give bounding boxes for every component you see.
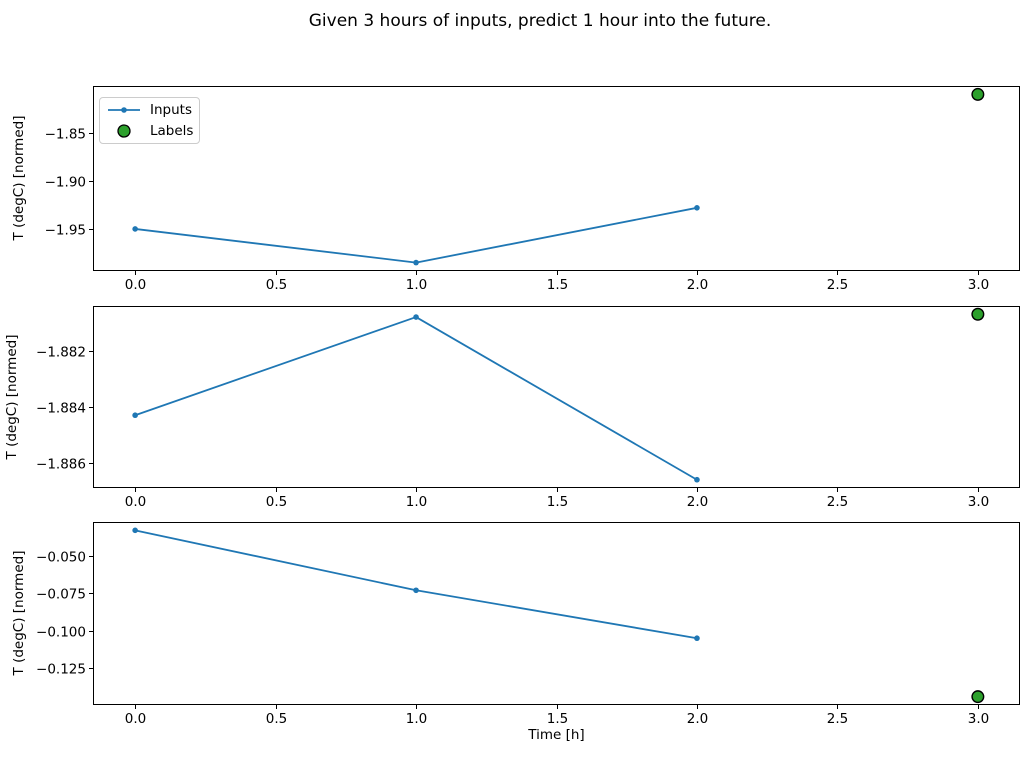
x-tick-label: 2.5 (827, 277, 848, 293)
inputs-line (134, 316, 698, 481)
y-tick-label: −0.075 (36, 587, 86, 603)
inputs-line-icon (106, 105, 142, 115)
x-tick-label: 0.5 (266, 494, 287, 510)
labels-circle-icon (106, 123, 142, 139)
input-point-marker (132, 412, 138, 419)
x-tick-label: 1.5 (547, 494, 568, 510)
x-tick-label: 2.0 (687, 711, 708, 727)
y-axis-label-subplot-3: T (degC) [normed] (11, 550, 27, 676)
label-point-marker (971, 87, 985, 101)
x-tick-label: 3.0 (968, 277, 989, 293)
input-point-marker (694, 476, 700, 483)
x-tick-label: 1.5 (547, 277, 568, 293)
inputs-line (135, 206, 698, 264)
subplot-3: 0.0 0.5 1.0 1.5 2.0 2.5 3.0 −0.050 −0.075 −0.100 −… (36, 522, 1020, 727)
axes-box (93, 522, 1020, 705)
axes-box (93, 306, 1020, 488)
x-tick-label: 1.5 (547, 711, 568, 727)
input-point-marker (413, 587, 419, 594)
inputs-line (134, 529, 698, 640)
x-tick-label: 3.0 (968, 711, 989, 727)
x-tick-label: 0.0 (125, 494, 146, 510)
legend-item-labels: Labels (106, 121, 194, 141)
axes-box (93, 86, 1020, 271)
y-tick-label: −1.85 (45, 127, 86, 143)
y-tick-label: −0.100 (36, 625, 86, 641)
legend-box: Inputs Labels (99, 97, 200, 144)
y-tick-label: −0.050 (36, 550, 86, 566)
x-tick-label: 0.5 (266, 277, 287, 293)
input-point-marker (413, 314, 419, 320)
x-tick-label: 0.5 (266, 711, 287, 727)
label-point-marker (971, 307, 985, 321)
subplot-1: 0.0 0.5 1.0 1.5 2.0 2.5 3.0 −1.85 −1.90 −1.95 (45, 86, 1020, 293)
x-tick-label: 2.0 (687, 277, 708, 293)
subplot-2: 0.0 0.5 1.0 1.5 2.0 2.5 3.0 −1.882 −1.884 −1.886 (36, 306, 1020, 510)
input-point-marker (132, 527, 138, 534)
legend-label-inputs: Inputs (150, 102, 192, 119)
x-tick-label: 1.0 (406, 494, 427, 510)
y-tick-label: −0.125 (36, 662, 86, 678)
legend-label-labels: Labels (150, 122, 194, 139)
x-tick-label: 2.0 (687, 494, 708, 510)
y-axis-label-subplot-1: T (degC) [normed] (11, 115, 27, 241)
y-axis-label-subplot-2: T (degC) [normed] (4, 334, 20, 460)
figure-title: Given 3 hours of inputs, predict 1 hour … (308, 11, 772, 31)
x-tick-label: 1.0 (406, 277, 427, 293)
x-tick-label: 1.0 (406, 711, 427, 727)
y-tick-label: −1.886 (36, 457, 86, 473)
input-point-marker (694, 205, 700, 211)
y-tick-label: −1.90 (45, 175, 86, 191)
x-tick-label: 2.5 (827, 711, 848, 727)
y-tick-label: −1.95 (45, 223, 86, 239)
input-point-marker (132, 226, 138, 232)
input-point-marker (413, 259, 419, 266)
y-tick-label: −1.884 (36, 401, 86, 417)
y-tick-label: −1.882 (36, 345, 86, 361)
label-point-marker (971, 690, 985, 704)
x-tick-label: 0.0 (125, 277, 146, 293)
x-tick-label: 0.0 (125, 711, 146, 727)
input-point-marker (694, 635, 700, 642)
x-tick-label: 3.0 (968, 494, 989, 510)
x-tick-label: 2.5 (827, 494, 848, 510)
legend-item-inputs: Inputs (106, 100, 192, 120)
x-axis-label: Time [h] (528, 727, 585, 743)
